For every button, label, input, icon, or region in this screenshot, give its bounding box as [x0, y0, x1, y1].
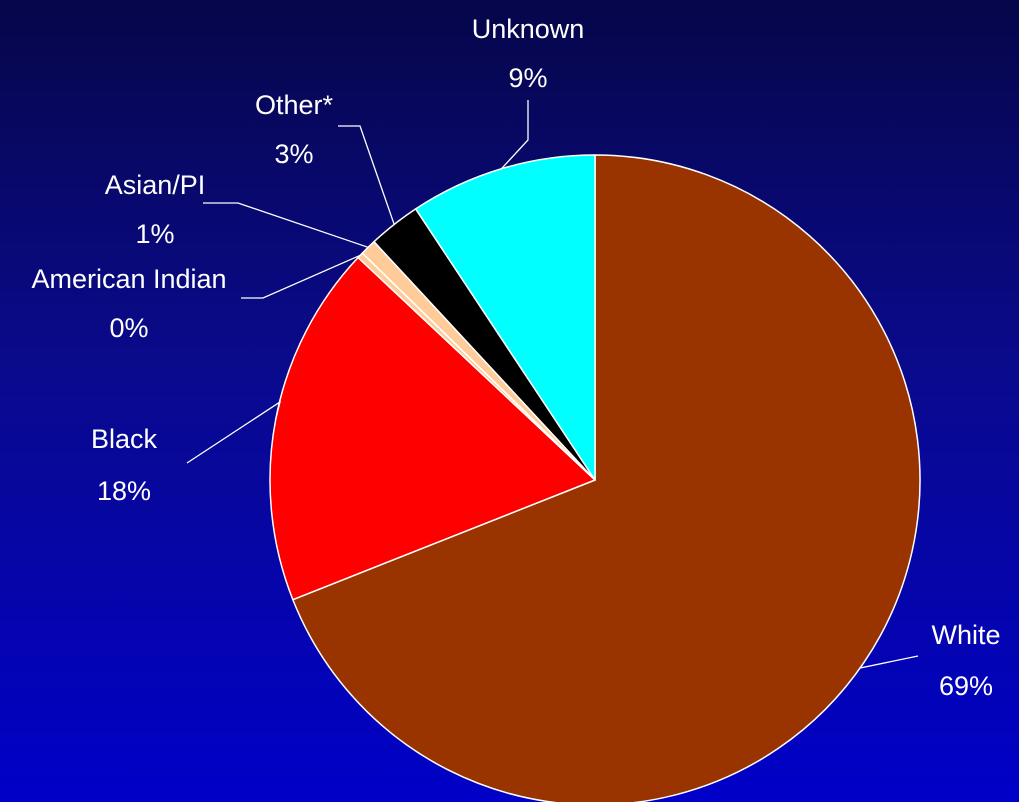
- leader-line-white: [858, 655, 919, 669]
- label-american-indian-pct: 0%: [109, 313, 148, 343]
- label-american-indian-name: American Indian: [31, 264, 226, 294]
- leader-line-american-indian: [241, 254, 361, 299]
- pie-slices: [269, 154, 921, 802]
- leader-lines: [186, 100, 919, 669]
- label-other-name: Other*: [255, 90, 334, 120]
- pie-slice-unknown: [414, 154, 596, 481]
- label-black-pct: 18%: [97, 476, 151, 506]
- leader-line-unknown: [500, 100, 529, 170]
- label-asian-pi-name: Asian/PI: [105, 170, 206, 200]
- label-other-pct: 3%: [274, 139, 313, 169]
- label-white-name: White: [931, 620, 1000, 650]
- pie-slice-white: [292, 154, 921, 802]
- leader-line-asian-pi: [203, 202, 369, 248]
- label-black-name: Black: [91, 424, 158, 454]
- leader-line-black: [186, 400, 282, 464]
- leader-line-other: [338, 125, 395, 225]
- label-unknown-pct: 9%: [508, 63, 547, 93]
- label-white-pct: 69%: [939, 671, 993, 701]
- label-asian-pi-pct: 1%: [135, 219, 174, 249]
- label-unknown-name: Unknown: [472, 14, 585, 44]
